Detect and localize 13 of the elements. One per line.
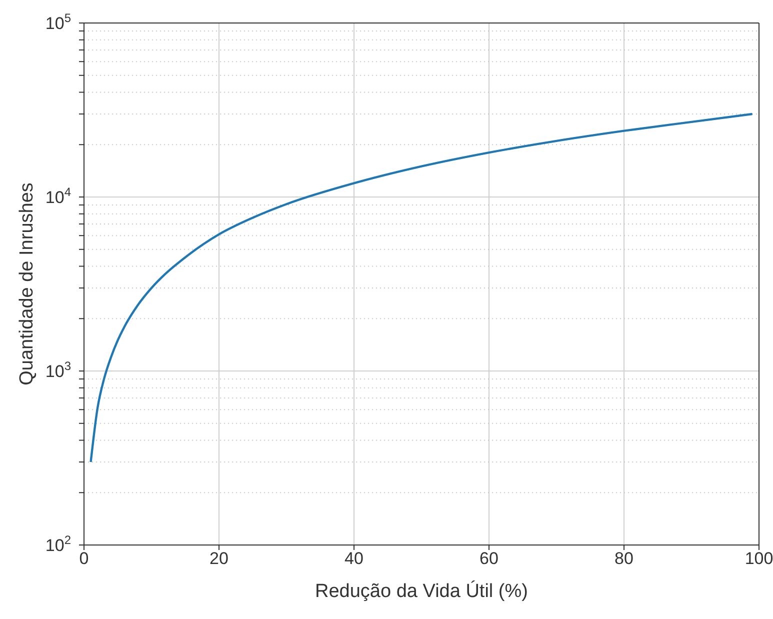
line-series [90,112,754,464]
x-tick-label: 100 [744,549,773,568]
y-tick-label: 10$^{4}$ [45,185,72,207]
x-tick-label: 40 [344,549,364,568]
x-tick-label: 60 [480,549,498,568]
x-tick-label: 0 [79,549,89,568]
y-tick-label: 10$^{2}$ [45,533,72,555]
y-tick-label: 10$^{5}$ [45,11,72,33]
x-axis-title: Redução da Vida Útil (%) [315,580,528,602]
y-axis-title: Quantidade de Inrushes [16,182,38,386]
y-tick-label: 10$^{3}$ [45,359,72,381]
x-tick-label: 20 [210,549,228,568]
x-tick-label: 80 [614,549,634,568]
